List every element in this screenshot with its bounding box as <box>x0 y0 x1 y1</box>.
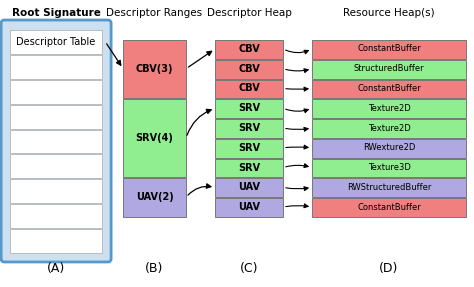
Bar <box>215 198 283 217</box>
Bar <box>312 159 466 177</box>
Text: SRV(4): SRV(4) <box>136 133 173 143</box>
Bar <box>312 99 466 118</box>
Bar <box>215 119 283 138</box>
Text: CBV(3): CBV(3) <box>136 64 173 74</box>
Text: (D): (D) <box>379 262 399 275</box>
Text: CBV: CBV <box>238 64 260 74</box>
Text: UAV(2): UAV(2) <box>136 192 173 202</box>
Bar <box>10 30 102 54</box>
Bar <box>10 179 102 203</box>
Text: ConstantBuffer: ConstantBuffer <box>357 203 421 212</box>
Text: (C): (C) <box>240 262 258 275</box>
Text: Root Signature: Root Signature <box>12 8 100 18</box>
Bar <box>215 159 283 177</box>
Bar <box>215 179 283 197</box>
Bar <box>312 40 466 59</box>
Bar <box>10 80 102 104</box>
Text: SRV: SRV <box>238 123 260 133</box>
Bar <box>312 79 466 98</box>
Text: UAV: UAV <box>238 202 260 212</box>
Text: CBV: CBV <box>238 84 260 94</box>
Text: (B): (B) <box>145 262 163 275</box>
Bar <box>215 60 283 79</box>
Text: UAV: UAV <box>238 182 260 192</box>
Text: CBV: CBV <box>238 44 260 54</box>
FancyBboxPatch shape <box>1 20 111 262</box>
Bar <box>215 139 283 158</box>
Text: Descriptor Heap: Descriptor Heap <box>207 8 292 18</box>
Text: ConstantBuffer: ConstantBuffer <box>357 84 421 93</box>
Bar <box>312 198 466 217</box>
Bar <box>312 179 466 197</box>
Text: SRV: SRV <box>238 162 260 172</box>
Text: Texture3D: Texture3D <box>367 163 410 172</box>
Bar <box>312 119 466 138</box>
Bar <box>10 105 102 129</box>
Bar <box>10 129 102 154</box>
Bar <box>215 79 283 98</box>
Bar <box>10 55 102 79</box>
Bar <box>10 154 102 178</box>
Text: Descriptor Ranges: Descriptor Ranges <box>106 8 202 18</box>
Bar <box>10 229 102 253</box>
Text: Descriptor Table: Descriptor Table <box>17 37 96 47</box>
Bar <box>123 99 186 177</box>
Bar <box>10 204 102 228</box>
Bar <box>123 179 186 217</box>
Bar <box>215 99 283 118</box>
Bar <box>215 40 283 59</box>
Bar <box>123 40 186 98</box>
Text: RWexture2D: RWexture2D <box>363 143 415 152</box>
Text: SRV: SRV <box>238 143 260 153</box>
Bar <box>312 60 466 79</box>
Text: StructuredBuffer: StructuredBuffer <box>354 64 424 73</box>
Text: Resource Heap(s): Resource Heap(s) <box>343 8 435 18</box>
Text: RWStructuredBuffer: RWStructuredBuffer <box>347 183 431 192</box>
Text: Texture2D: Texture2D <box>368 104 410 113</box>
Text: Texture2D: Texture2D <box>368 123 410 133</box>
Text: (A): (A) <box>47 262 65 275</box>
Text: SRV: SRV <box>238 103 260 113</box>
Bar <box>312 139 466 158</box>
Text: ConstantBuffer: ConstantBuffer <box>357 44 421 53</box>
